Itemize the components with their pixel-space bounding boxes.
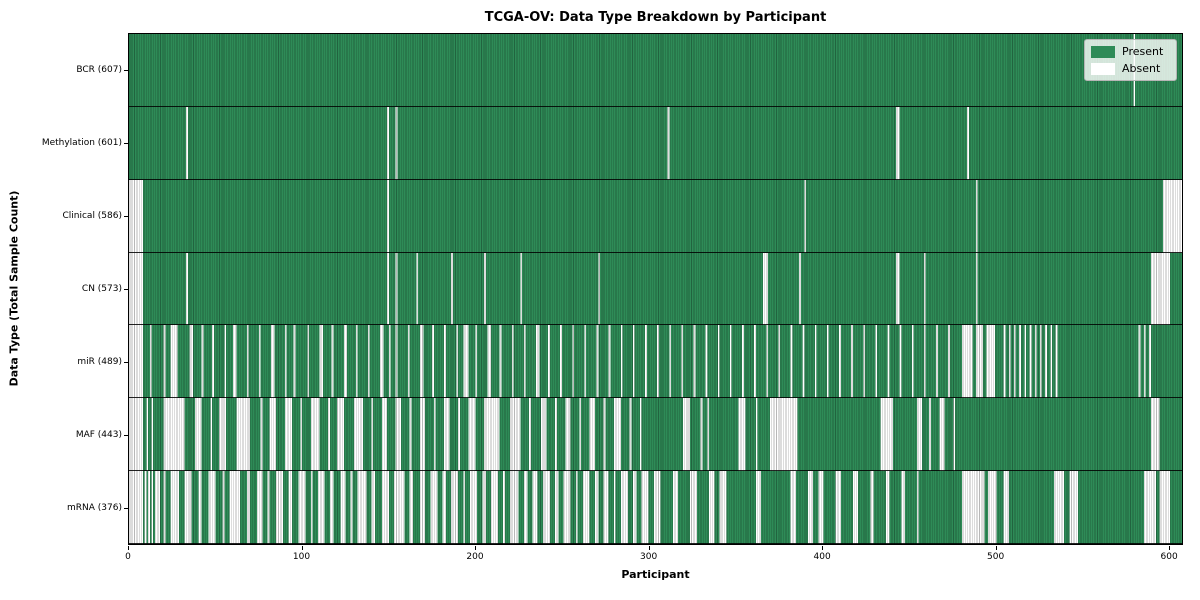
x-tick-label: 300 (640, 552, 658, 562)
x-tick-mark (1169, 546, 1171, 550)
legend: Present Absent (1084, 39, 1177, 81)
y-tick-mark (124, 362, 128, 364)
chart-title: TCGA-OV: Data Type Breakdown by Particip… (484, 10, 827, 25)
heatmap-row-Methylation (129, 106, 1182, 180)
x-tick-label: 600 (1160, 552, 1178, 562)
heatmap-row-CN (129, 252, 1182, 326)
legend-present-label: Present (1122, 45, 1164, 58)
y-tick-label-miR: miR (489) (77, 357, 122, 368)
y-tick-mark (124, 69, 128, 71)
x-axis-label: Participant (621, 568, 690, 581)
x-tick-mark (128, 546, 129, 550)
y-tick-label-Methylation: Methylation (601) (41, 137, 122, 148)
x-tick-mark (648, 546, 650, 550)
legend-item-present: Present (1091, 45, 1169, 58)
y-tick-mark (124, 142, 128, 144)
heatmap-row-mRNA (129, 471, 1182, 545)
y-tick-mark (124, 508, 128, 510)
y-tick-label-BCR: BCR (607) (76, 64, 122, 75)
x-tick-label: 500 (987, 552, 1005, 562)
x-tick-label: 100 (292, 552, 311, 562)
heatmap-row-Clinical (129, 179, 1182, 253)
heatmap-row-BCR (129, 34, 1182, 107)
y-tick-label-CN: CN (573) (81, 284, 122, 294)
legend-item-absent: Absent (1091, 62, 1169, 75)
y-tick-label-mRNA: mRNA (376) (67, 503, 122, 514)
x-tick-label: 0 (125, 552, 131, 562)
legend-absent-swatch (1091, 62, 1115, 75)
y-tick-mark (124, 435, 128, 437)
x-tick-mark (301, 546, 303, 550)
y-tick-label-MAF: MAF (443) (75, 430, 122, 441)
heatmap-row-miR (129, 325, 1182, 399)
x-tick-mark (475, 546, 476, 550)
heatmap-plot-area (128, 33, 1183, 545)
x-tick-label: 200 (466, 552, 484, 562)
x-tick-mark (822, 546, 824, 550)
legend-absent-label: Absent (1122, 62, 1161, 75)
y-tick-mark (124, 215, 128, 217)
x-tick-label: 400 (813, 552, 831, 562)
legend-present-swatch (1091, 45, 1115, 58)
x-tick-mark (995, 546, 997, 550)
y-tick-label-Clinical: Clinical (586) (62, 210, 122, 221)
heatmap-row-MAF (129, 398, 1182, 472)
y-tick-mark (124, 289, 128, 290)
